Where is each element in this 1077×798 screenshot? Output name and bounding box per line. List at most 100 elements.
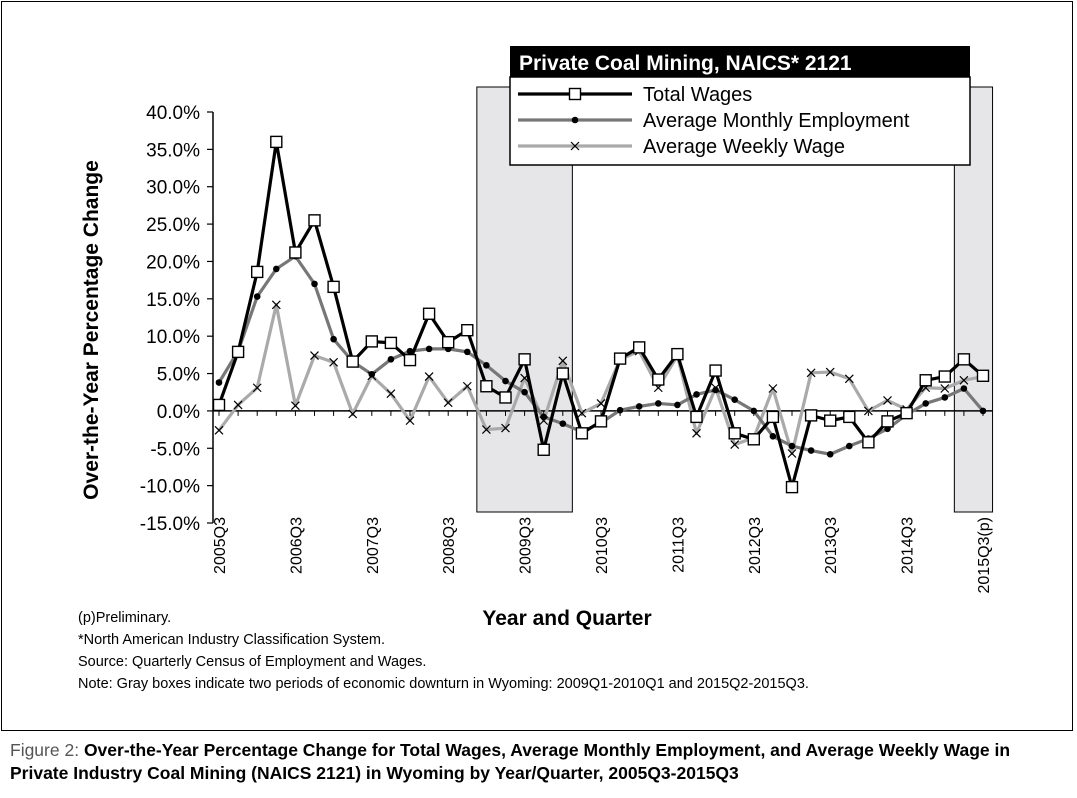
x-marker-stroke bbox=[252, 383, 262, 393]
caption-text: Over-the-Year Percentage Change for Tota… bbox=[10, 740, 1011, 783]
point-avg-weekly-wage bbox=[825, 367, 835, 377]
x-tick-label: 2009Q3 bbox=[518, 517, 535, 574]
point-avg-weekly-wage bbox=[558, 356, 568, 366]
x-marker-stroke bbox=[520, 373, 530, 383]
point-avg-monthly-employment bbox=[655, 400, 662, 407]
point-avg-weekly-wage bbox=[940, 384, 950, 393]
point-avg-monthly-employment bbox=[846, 442, 853, 450]
x-marker-stroke bbox=[501, 423, 510, 433]
x-marker-stroke bbox=[481, 425, 491, 435]
point-avg-monthly-employment bbox=[693, 391, 700, 398]
point-avg-monthly-employment bbox=[273, 265, 280, 273]
legend-item: Average Monthly Employment bbox=[518, 110, 910, 132]
x-marker-stroke bbox=[214, 425, 224, 435]
point-avg-monthly-employment bbox=[368, 370, 376, 378]
point-avg-weekly-wage bbox=[386, 389, 396, 399]
figure-frame bbox=[1, 1, 1073, 731]
point-total-wages bbox=[709, 364, 722, 377]
point-avg-monthly-employment bbox=[960, 385, 968, 392]
point-avg-weekly-wage bbox=[329, 357, 339, 367]
x-tick-label: 2010Q3 bbox=[594, 517, 611, 574]
x-marker-stroke bbox=[863, 406, 873, 416]
note-shading: Note: Gray boxes indicate two periods of… bbox=[78, 676, 809, 692]
point-total-wages bbox=[900, 406, 913, 420]
point-avg-weekly-wage bbox=[214, 425, 224, 435]
y-axis-ticks: -15.0% -10.0% -5.0% 0.0% 5.0% 10.0% 15.0% 20.0%… bbox=[140, 103, 213, 535]
x-marker-stroke bbox=[596, 399, 606, 408]
legend-label: Average Weekly Wage bbox=[643, 136, 845, 158]
x-tick-label: 2014Q3 bbox=[900, 517, 917, 574]
point-total-wages bbox=[556, 367, 569, 380]
point-total-wages bbox=[747, 433, 760, 446]
x-marker-stroke bbox=[577, 408, 587, 418]
point-avg-weekly-wage bbox=[883, 396, 892, 405]
point-avg-weekly-wage bbox=[310, 351, 319, 361]
point-avg-weekly-wage bbox=[348, 409, 358, 419]
point-avg-monthly-employment bbox=[674, 401, 681, 409]
point-avg-weekly-wage bbox=[692, 428, 701, 438]
y-tick-label: 20.0% bbox=[146, 252, 200, 273]
x-marker-stroke bbox=[768, 384, 778, 393]
x-tick-label: 2008Q3 bbox=[441, 517, 458, 574]
point-total-wages bbox=[728, 427, 741, 440]
note-source: Source: Quarterly Census of Employment a… bbox=[78, 654, 427, 670]
point-avg-monthly-employment bbox=[483, 362, 490, 369]
legend-item: Average Weekly Wage bbox=[518, 136, 845, 158]
x-marker-stroke bbox=[443, 398, 453, 408]
point-avg-monthly-employment bbox=[712, 386, 719, 394]
legend-title-bar bbox=[510, 46, 970, 77]
x-tick-label: 2012Q3 bbox=[747, 517, 764, 574]
point-total-wages bbox=[289, 246, 302, 259]
point-avg-monthly-employment bbox=[826, 450, 834, 458]
x-marker-stroke bbox=[424, 372, 434, 381]
legend-label: Total Wages bbox=[643, 84, 752, 106]
x-marker-stroke bbox=[730, 440, 740, 449]
point-avg-monthly-employment bbox=[330, 335, 337, 343]
point-avg-weekly-wage bbox=[863, 406, 873, 416]
x-marker-stroke bbox=[806, 368, 816, 378]
point-avg-weekly-wage bbox=[806, 368, 816, 378]
x-marker-stroke bbox=[787, 449, 797, 458]
point-avg-monthly-employment bbox=[571, 116, 579, 124]
x-marker-stroke bbox=[310, 351, 319, 361]
point-total-wages bbox=[250, 265, 264, 279]
point-avg-monthly-employment bbox=[769, 433, 777, 440]
point-total-wages bbox=[442, 335, 455, 349]
line-chart: -15.0% -10.0% -5.0% 0.0% 5.0% 10.0% 15.0% 20.0%… bbox=[80, 46, 994, 630]
point-avg-monthly-employment bbox=[464, 348, 471, 356]
point-total-wages bbox=[804, 409, 818, 422]
point-total-wages bbox=[843, 410, 856, 424]
note-naics: *North American Industry Classification … bbox=[78, 632, 386, 648]
y-tick-label: 25.0% bbox=[146, 215, 200, 236]
point-total-wages bbox=[957, 353, 971, 366]
point-avg-monthly-employment bbox=[387, 356, 395, 363]
point-avg-monthly-employment bbox=[731, 396, 738, 404]
x-marker-stroke bbox=[692, 428, 701, 438]
point-total-wages bbox=[231, 345, 245, 359]
point-total-wages bbox=[575, 427, 589, 440]
point-total-wages bbox=[270, 135, 283, 149]
x-marker-stroke bbox=[348, 409, 358, 419]
legend-item: Total Wages bbox=[518, 84, 752, 106]
y-tick-label: -10.0% bbox=[140, 477, 200, 498]
point-avg-monthly-employment bbox=[807, 447, 815, 454]
point-total-wages bbox=[652, 373, 665, 386]
x-tick-label: 2007Q3 bbox=[365, 517, 382, 574]
point-avg-weekly-wage bbox=[233, 400, 243, 410]
x-marker-stroke bbox=[386, 389, 396, 399]
point-avg-weekly-wage bbox=[570, 141, 580, 151]
x-marker-stroke bbox=[233, 400, 243, 410]
point-total-wages bbox=[346, 355, 359, 368]
point-total-wages bbox=[568, 87, 582, 101]
point-total-wages bbox=[403, 353, 417, 367]
point-avg-monthly-employment bbox=[635, 403, 643, 410]
point-total-wages bbox=[422, 307, 436, 320]
point-total-wages bbox=[212, 398, 226, 412]
x-marker-stroke bbox=[405, 416, 415, 426]
point-total-wages bbox=[480, 380, 493, 393]
point-avg-weekly-wage bbox=[405, 416, 415, 426]
chart-title: Private Coal Mining, NAICS* 2121 bbox=[519, 52, 852, 75]
point-total-wages bbox=[766, 410, 780, 424]
point-avg-weekly-wage bbox=[481, 425, 491, 435]
point-total-wages bbox=[594, 415, 608, 428]
